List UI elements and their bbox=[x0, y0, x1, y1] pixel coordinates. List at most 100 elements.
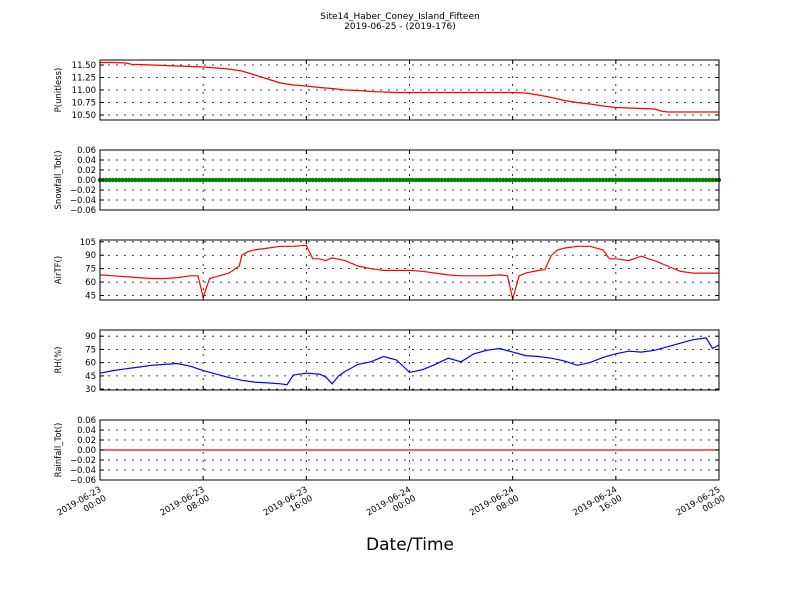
snowfall-point bbox=[255, 177, 261, 183]
snowfall-point bbox=[339, 177, 344, 183]
snowfall-point bbox=[168, 177, 174, 183]
y-tick-label: −0.04 bbox=[70, 196, 96, 206]
snowfall-point bbox=[568, 177, 573, 183]
snowfall-point bbox=[317, 177, 322, 183]
y-tick-label: 10.75 bbox=[72, 99, 96, 109]
snowfall-point bbox=[188, 177, 193, 183]
snowfall-point bbox=[278, 177, 283, 183]
snowfall-point bbox=[458, 177, 464, 183]
snowfall-point bbox=[300, 177, 306, 183]
snowfall-point bbox=[500, 177, 506, 183]
snowfall-point bbox=[197, 177, 203, 183]
snowfall-point bbox=[674, 177, 680, 183]
snowfall-point bbox=[242, 177, 248, 183]
x-axis-label: Date/Time bbox=[366, 535, 454, 555]
snowfall-point bbox=[178, 177, 183, 183]
snowfall-point bbox=[120, 177, 125, 183]
snowfall-point bbox=[655, 177, 660, 183]
snowfall-point bbox=[581, 177, 586, 183]
snowfall-point bbox=[281, 177, 286, 183]
snowfall-point bbox=[217, 177, 222, 183]
snowfall-point bbox=[426, 177, 432, 183]
snowfall-point bbox=[494, 177, 499, 183]
snowfall-point bbox=[365, 177, 370, 183]
snowfall-point bbox=[491, 177, 496, 183]
panel-0: 10.50 10.75 11.00 11.25 11.50 P(unitless) bbox=[54, 59, 720, 121]
snowfall-point bbox=[526, 177, 531, 183]
snowfall-point bbox=[271, 177, 277, 183]
snowfall-point bbox=[439, 177, 444, 183]
snowfall-point bbox=[620, 177, 625, 183]
snowfall-point bbox=[288, 177, 293, 183]
snowfall-point bbox=[194, 177, 199, 183]
snowfall-point bbox=[626, 177, 631, 183]
snowfall-point bbox=[320, 177, 325, 183]
snowfall-point bbox=[591, 177, 596, 183]
snowfall-point bbox=[607, 177, 612, 183]
panel-2: 45 60 75 90 105 AirTF() bbox=[54, 238, 720, 302]
y-axis-label: Rainfall_Tot() bbox=[54, 423, 64, 478]
snowfall-point bbox=[710, 177, 715, 183]
snowfall-point bbox=[445, 177, 451, 183]
snowfall-point bbox=[632, 177, 638, 183]
snowfall-point bbox=[117, 177, 122, 183]
snowfall-point bbox=[162, 177, 167, 183]
snowfall-point bbox=[268, 177, 274, 183]
series-line bbox=[99, 337, 720, 386]
y-tick-label: 105 bbox=[80, 238, 96, 248]
panel-4: −0.06−0.04−0.020.000.020.040.06 Rainfall_… bbox=[54, 416, 720, 486]
snowfall-point bbox=[226, 177, 232, 183]
snowfall-point bbox=[159, 177, 164, 183]
snowfall-point bbox=[223, 177, 228, 183]
snowfall-point bbox=[307, 177, 312, 183]
y-tick-label: 0.00 bbox=[77, 446, 96, 456]
chart-panels: 10.50 10.75 11.00 11.25 11.50 P(unitless) −0.0… bbox=[54, 59, 722, 486]
snowfall-point bbox=[107, 177, 112, 183]
y-tick-label: 0.02 bbox=[77, 166, 96, 176]
y-tick-label: 45 bbox=[85, 372, 96, 382]
snowfall-point bbox=[649, 177, 654, 183]
snowfall-point bbox=[275, 177, 280, 183]
y-tick-label: 90 bbox=[85, 251, 96, 261]
snowfall-point bbox=[449, 177, 454, 183]
snowfall-point bbox=[578, 177, 583, 183]
snowfall-point bbox=[684, 177, 689, 183]
y-axis-label: AirTF() bbox=[54, 256, 64, 284]
snowfall-point bbox=[565, 177, 570, 183]
y-tick-label: 45 bbox=[85, 292, 96, 302]
y-tick-label: 60 bbox=[85, 278, 96, 288]
snowfall-point bbox=[642, 177, 648, 183]
snowfall-point bbox=[397, 177, 403, 183]
snowfall-point bbox=[562, 177, 567, 183]
snowfall-point bbox=[629, 177, 635, 183]
snowfall-point bbox=[552, 177, 557, 183]
snowfall-point bbox=[262, 177, 267, 183]
snowfall-point bbox=[394, 177, 399, 183]
snowfall-point bbox=[484, 177, 490, 183]
y-tick-label: 10.50 bbox=[72, 111, 96, 121]
figure-subtitle: 2019-06-25 - (2019-176) bbox=[344, 22, 456, 32]
snowfall-point bbox=[387, 177, 393, 183]
snowfall-point bbox=[220, 177, 225, 183]
figure-title: Site14_Haber_Coney_Island_Fifteen bbox=[320, 12, 479, 22]
snowfall-point bbox=[613, 177, 619, 183]
snowfall-point bbox=[507, 177, 512, 183]
snowfall-point bbox=[378, 177, 383, 183]
snowfall-point bbox=[597, 177, 602, 183]
snowfall-point bbox=[510, 177, 515, 183]
snowfall-point bbox=[671, 177, 677, 183]
y-tick-label: 0.06 bbox=[77, 146, 96, 156]
snowfall-point bbox=[468, 177, 473, 183]
snowfall-point bbox=[529, 177, 535, 183]
snowfall-point bbox=[333, 177, 338, 183]
snowfall-point bbox=[213, 177, 219, 183]
snowfall-point bbox=[462, 177, 467, 183]
snowfall-point bbox=[165, 177, 170, 183]
snowfall-point bbox=[455, 177, 461, 183]
snowfall-point bbox=[539, 177, 544, 183]
snowfall-point bbox=[465, 177, 470, 183]
snowfall-point bbox=[433, 177, 438, 183]
snowfall-point bbox=[304, 177, 309, 183]
snowfall-point bbox=[342, 177, 348, 183]
